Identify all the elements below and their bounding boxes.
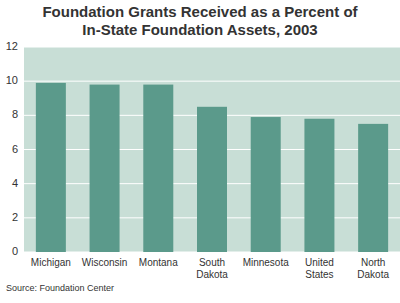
- bar: [90, 85, 120, 252]
- grid-line: [24, 81, 400, 82]
- bar: [143, 85, 173, 252]
- y-tick-label: 0: [2, 245, 18, 257]
- y-tick-label: 12: [2, 40, 18, 52]
- bar: [197, 107, 227, 252]
- x-tick-label: Minnesota: [238, 257, 294, 269]
- bar: [36, 83, 66, 252]
- bar: [358, 124, 388, 252]
- x-tick-label: South Dakota: [184, 257, 240, 281]
- y-tick-label: 6: [2, 143, 18, 155]
- title: Foundation Grants Received as a Percent …: [40, 3, 360, 39]
- y-tick-label: 4: [2, 177, 18, 189]
- bar: [251, 117, 281, 252]
- grid-line: [24, 47, 400, 48]
- source: Source: Foundation Center: [6, 283, 114, 293]
- x-tick-label: Montana: [130, 257, 186, 269]
- y-tick-label: 2: [2, 211, 18, 223]
- y-tick-label: 8: [2, 108, 18, 120]
- bars: [36, 83, 388, 252]
- bar: [304, 119, 334, 252]
- y-tick-label: 10: [2, 74, 18, 86]
- x-tick-label: United States: [291, 257, 347, 281]
- x-tick-label: North Dakota: [345, 257, 400, 281]
- x-tick-label: Michigan: [23, 257, 79, 269]
- x-tick-label: Wisconsin: [77, 257, 133, 269]
- plot-area: [24, 47, 400, 252]
